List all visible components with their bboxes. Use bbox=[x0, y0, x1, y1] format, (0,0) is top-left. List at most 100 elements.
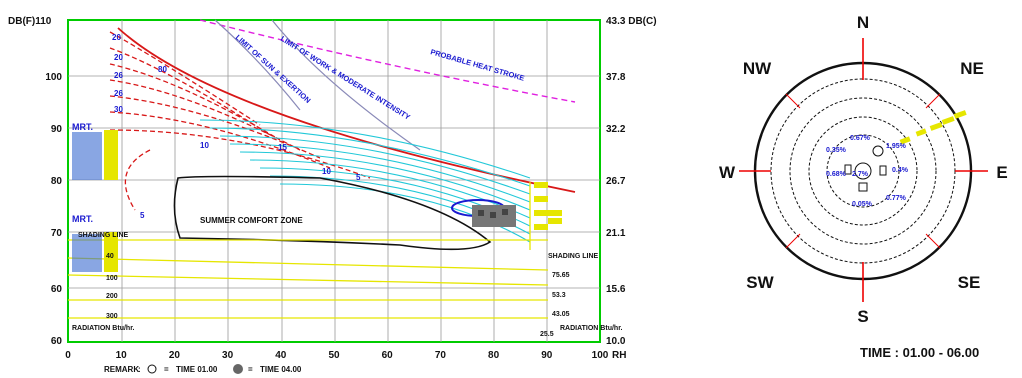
rose-diagonal-ticks bbox=[785, 93, 941, 249]
mrt-label-upper: MRT. bbox=[72, 122, 93, 132]
x-tick-label: 0 bbox=[65, 350, 71, 361]
x-tick-label: 70 bbox=[435, 350, 447, 361]
svg-text:200: 200 bbox=[106, 293, 118, 300]
svg-text:15.6: 15.6 bbox=[606, 284, 626, 295]
svg-text:25.5: 25.5 bbox=[540, 331, 554, 338]
mrt-values-upper bbox=[72, 132, 102, 180]
mrt-block-lower bbox=[104, 232, 118, 272]
svg-text:10: 10 bbox=[322, 167, 331, 176]
svg-text:20: 20 bbox=[112, 33, 121, 42]
mrt-block-upper bbox=[104, 130, 118, 180]
comfort-zone-label: SUMMER COMFORT ZONE bbox=[200, 216, 303, 225]
rose-label-sw: SW bbox=[746, 273, 774, 292]
red-curve-7 bbox=[109, 129, 371, 179]
x-tick-label: 20 bbox=[169, 350, 181, 361]
right-yellow-tags bbox=[534, 182, 562, 230]
svg-text:5: 5 bbox=[140, 211, 145, 220]
svg-text:300: 300 bbox=[106, 313, 118, 320]
rose-label-n: N bbox=[857, 13, 869, 32]
svg-text:2.7%: 2.7% bbox=[852, 171, 869, 178]
svg-text:37.8: 37.8 bbox=[606, 72, 626, 83]
svg-text:1.95%: 1.95% bbox=[886, 143, 907, 150]
svg-text:0.67%: 0.67% bbox=[850, 135, 871, 142]
rose-label-ne: NE bbox=[960, 59, 984, 78]
comfort-zone-outline bbox=[173, 175, 492, 251]
rose-label-s: S bbox=[857, 307, 868, 326]
cyan-curve-2 bbox=[209, 127, 531, 187]
yellow-shading-lines bbox=[67, 182, 549, 319]
radiation-label-left: RADIATION Btu/hr. bbox=[72, 325, 135, 332]
remark-row: REMARK : = TIME 01.00 = TIME 04.00 bbox=[104, 364, 302, 374]
red-curve-3 bbox=[109, 63, 281, 141]
rose-ring-2 bbox=[808, 116, 918, 226]
red-curve-4 bbox=[109, 79, 301, 151]
svg-text:100: 100 bbox=[106, 275, 118, 282]
svg-text:0.68%: 0.68% bbox=[826, 171, 847, 178]
svg-text:21.1: 21.1 bbox=[606, 228, 626, 239]
shading-line-label-left: SHADING LINE bbox=[78, 232, 129, 239]
rose-label-w: W bbox=[719, 163, 736, 182]
rose-label-nw: NW bbox=[743, 59, 772, 78]
rose-label-se: SE bbox=[958, 273, 981, 292]
cyan-curve-4 bbox=[229, 143, 531, 203]
rose-ring-3 bbox=[789, 97, 937, 245]
remark-time1: TIME 01.00 bbox=[176, 365, 218, 374]
data-cluster bbox=[451, 199, 516, 227]
rose-values: 0.67% 1.95% 0.35% 0.68% 2.7% 0.4% 0.77% … bbox=[826, 135, 909, 208]
shading-value-labels: 40 100 200 300 bbox=[106, 253, 118, 320]
svg-text:10.0: 10.0 bbox=[606, 336, 626, 347]
cyan-curve-group bbox=[199, 119, 531, 243]
mrt-values-lower bbox=[72, 234, 102, 272]
mrt-blocks bbox=[72, 130, 118, 272]
heat-stroke-curve bbox=[199, 19, 576, 103]
svg-text:32.2: 32.2 bbox=[606, 124, 626, 135]
svg-text::: : bbox=[138, 365, 141, 374]
svg-text:=: = bbox=[248, 365, 253, 374]
x-ticks: 0 10 20 30 40 50 60 70 80 90 100 bbox=[65, 350, 609, 361]
cyan-curve-3 bbox=[219, 135, 531, 195]
svg-text:100: 100 bbox=[45, 72, 62, 83]
rose-label-e: E bbox=[996, 163, 1007, 182]
remark-open-marker bbox=[147, 364, 157, 374]
svg-text:70: 70 bbox=[51, 228, 63, 239]
wind-rose: N NE E SE S SW W NW 0.67% 1.95% bbox=[719, 13, 1008, 360]
db-c-label: 43.3 DB(C) bbox=[606, 16, 657, 27]
rose-center bbox=[844, 145, 887, 192]
cyan-curve-9 bbox=[279, 183, 531, 243]
svg-text:60: 60 bbox=[51, 284, 63, 295]
shading-line-label-right: SHADING LINE bbox=[548, 253, 599, 260]
rh-axis-label: RH bbox=[612, 350, 626, 361]
x-tick-label: 10 bbox=[116, 350, 128, 361]
radiation-label-right: RADIATION Btu/hr. bbox=[560, 325, 623, 332]
yellow-line-1 bbox=[67, 257, 549, 271]
x-tick-label: 100 bbox=[592, 350, 609, 361]
svg-text:60: 60 bbox=[51, 336, 63, 347]
svg-text:0.05%: 0.05% bbox=[852, 201, 873, 208]
limit-curves bbox=[214, 19, 421, 151]
svg-text:75.65: 75.65 bbox=[552, 272, 570, 279]
rose-ring-1 bbox=[826, 134, 900, 208]
rose-direction-labels: N NE E SE S SW W NW bbox=[719, 13, 1008, 326]
svg-text:20: 20 bbox=[114, 53, 123, 62]
svg-text:5: 5 bbox=[356, 173, 361, 182]
svg-text:90: 90 bbox=[51, 124, 63, 135]
x-tick-label: 90 bbox=[541, 350, 553, 361]
radiation-value-labels: 75.65 53.3 43.05 25.5 bbox=[540, 272, 570, 338]
svg-text:26: 26 bbox=[114, 89, 123, 98]
rose-compass-ticks bbox=[739, 38, 988, 302]
svg-text:80: 80 bbox=[158, 65, 167, 74]
limit-curve-1 bbox=[214, 19, 301, 111]
svg-text:53.3: 53.3 bbox=[552, 292, 566, 299]
rose-yellow-marks bbox=[899, 110, 967, 145]
svg-text:30: 30 bbox=[114, 105, 123, 114]
svg-text:26: 26 bbox=[114, 71, 123, 80]
svg-text:0.4%: 0.4% bbox=[892, 167, 909, 174]
red-curve-1 bbox=[109, 31, 261, 126]
svg-text:0.77%: 0.77% bbox=[886, 195, 907, 202]
db-f-label: DB(F)110 bbox=[8, 16, 52, 27]
red-curve-5 bbox=[109, 95, 321, 159]
remark-filled-marker bbox=[233, 364, 243, 374]
red-curve-group bbox=[109, 27, 576, 211]
